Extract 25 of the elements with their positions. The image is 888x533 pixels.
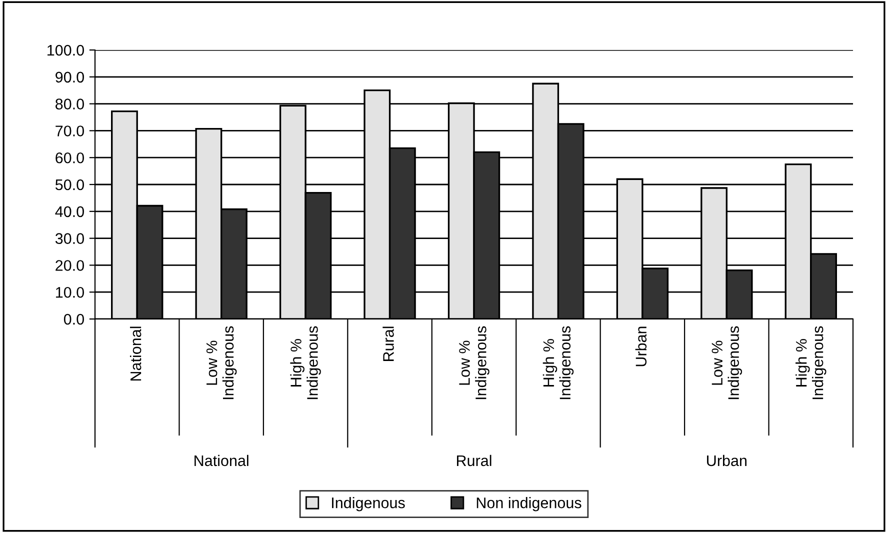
text: National [194, 454, 248, 466]
y-tick-label: 20.0 [56, 260, 84, 271]
x-tick-label: Low % Indigenous [459, 326, 490, 400]
legend-label: Non indigenous [476, 497, 582, 512]
y-tick-label: 50.0 [55, 179, 84, 190]
y-tick-label: 60.0 [56, 152, 84, 164]
text: Urban [707, 454, 746, 466]
x-tick-label: Rural [382, 326, 394, 361]
x-tick-label: High % Indigenous [542, 326, 574, 400]
x-tick-label: High % Indigenous [796, 326, 826, 400]
x-tick-label: National [130, 326, 142, 381]
y-tick-label: 90.0 [56, 72, 84, 83]
y-tick-label: 10.0 [56, 286, 84, 298]
y-tick-label: 0.0 [64, 314, 84, 325]
x-tick-label: Low % Indigenous [206, 326, 237, 400]
y-tick-label: 30.0 [55, 233, 84, 244]
x-tick-label: Urban [635, 326, 647, 366]
text: Rural [457, 454, 492, 466]
y-tick-label: 40.0 [55, 206, 84, 218]
y-tick-label: 100.0 [48, 44, 84, 56]
x-tick-label: Low % Indigenous [712, 326, 742, 400]
x-tick-label: High % Indigenous [290, 326, 321, 400]
legend-label: Indigenous [332, 497, 405, 512]
y-tick-label: 70.0 [56, 126, 84, 136]
y-tick-label: 80.0 [56, 98, 84, 110]
